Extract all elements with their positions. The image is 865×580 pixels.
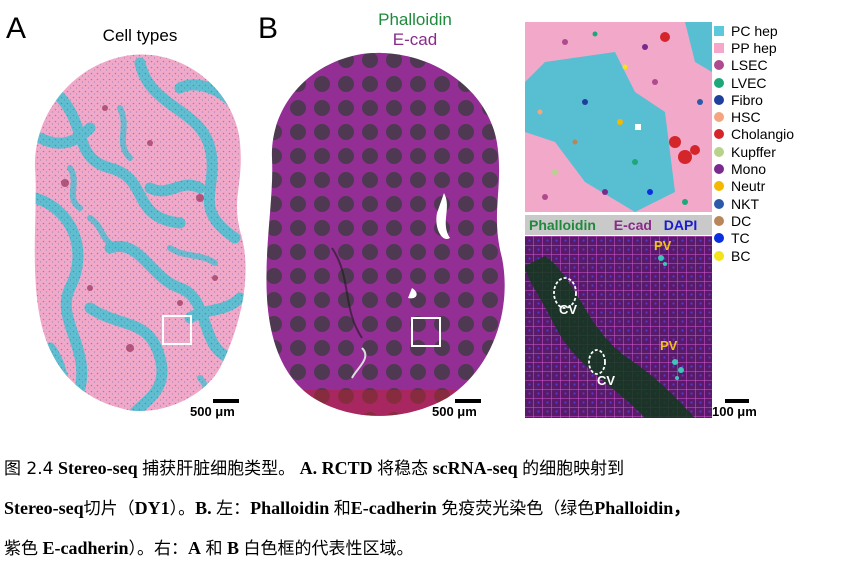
legend-swatch — [714, 146, 724, 157]
legend-label: NKT — [731, 195, 759, 212]
caption-text: 紫色 — [4, 539, 38, 559]
caption-text: scRNA-seq — [432, 458, 518, 478]
legend-swatch — [714, 60, 724, 71]
legend-item: NKT — [714, 195, 860, 212]
stain-label-dapi: DAPI — [663, 217, 698, 233]
panel-b-title-ecad: E-cad — [392, 30, 438, 49]
caption-text: 捕获肝脏细胞类型。 — [142, 459, 296, 479]
legend-item: Neutr — [714, 178, 860, 195]
legend-item: PP hep — [714, 39, 860, 56]
caption-text: B. — [195, 498, 212, 518]
caption-line-2: Stereo-seq切片（DY1）。B. 左：Phalloidin 和E-cad… — [4, 488, 861, 528]
legend-swatch — [714, 25, 724, 36]
caption-figure-number: 图 2.4 — [4, 459, 54, 479]
caption-line-3: 紫色 E-cadherin）。右：A 和 B 白色框的代表性区域。 — [4, 528, 861, 568]
legend-item: Fibro — [714, 91, 860, 108]
stain-label-bar: Phalloidin E-cad DAPI — [525, 215, 712, 235]
legend-swatch — [714, 164, 724, 175]
legend-item: TC — [714, 230, 860, 247]
legend-label: DC — [731, 212, 752, 229]
legend-swatch — [714, 181, 724, 192]
caption-text: ）。右： — [128, 539, 189, 559]
legend-item: Kupffer — [714, 143, 860, 160]
panel-a-letter: A — [6, 12, 27, 45]
right-scale-bar — [725, 399, 749, 403]
caption-text: B — [227, 538, 240, 558]
caption-text: Phalloidin — [250, 498, 330, 518]
panel-b-immunofluorescence — [266, 52, 505, 416]
caption-line-1: 图 2.4 Stereo-seq 捕获肝脏细胞类型。 A. RCTD 将稳态 s… — [4, 448, 861, 488]
caption-text: Stereo-seq — [4, 498, 84, 518]
panel-b-scale-bar — [455, 399, 481, 403]
caption-text: Stereo-seq — [57, 458, 138, 478]
panel-a-cell-type-map — [34, 54, 246, 412]
legend-item: HSC — [714, 108, 860, 125]
caption-text: DY1 — [134, 498, 170, 518]
legend-label: PP hep — [731, 39, 777, 56]
legend-swatch — [714, 215, 724, 226]
legend-item: LVEC — [714, 74, 860, 91]
zoomed-cell-type-map — [525, 22, 712, 212]
caption-text: Phalloidin， — [594, 498, 692, 518]
legend-label: Cholangio — [731, 126, 795, 143]
legend-swatch — [714, 42, 724, 53]
legend-label: BC — [731, 247, 751, 264]
panel-a-title: Cell types — [102, 26, 178, 45]
legend-label: PC hep — [731, 22, 778, 39]
legend-item: DC — [714, 212, 860, 229]
legend-item: Cholangio — [714, 126, 860, 143]
caption-text: 和 — [205, 539, 223, 559]
legend-label: LSEC — [731, 57, 768, 74]
caption-text: E-cadherin — [42, 538, 129, 558]
caption-text: A — [188, 538, 202, 558]
legend-label: LVEC — [731, 74, 767, 91]
legend-label: Mono — [731, 161, 767, 178]
pv-label-bottom: PV — [660, 338, 678, 353]
legend-label: HSC — [731, 109, 761, 126]
caption-text: 和 — [333, 499, 351, 519]
caption-text: 白色框的代表性区域。 — [243, 539, 414, 559]
figure-caption: 图 2.4 Stereo-seq 捕获肝脏细胞类型。 A. RCTD 将稳态 s… — [4, 448, 861, 568]
legend-label: Kupffer — [731, 143, 776, 160]
stain-label-ecad: E-cad — [613, 217, 652, 233]
caption-text: 的细胞映射到 — [522, 459, 625, 479]
caption-text: 将稳态 — [377, 459, 429, 479]
caption-text: 切片（ — [83, 499, 135, 519]
zoomed-immunofluorescence — [525, 236, 712, 418]
stain-label-phalloidin: Phalloidin — [529, 217, 596, 233]
legend-swatch — [714, 198, 724, 209]
legend-swatch — [714, 112, 724, 123]
caption-text: ）。 — [169, 499, 196, 519]
legend-swatch — [714, 77, 724, 88]
panel-b-letter: B — [258, 12, 279, 45]
caption-text: 免疫荧光染色（绿色 — [441, 499, 595, 519]
legend-item: PC hep — [714, 22, 860, 39]
legend-item: BC — [714, 247, 860, 264]
right-scale-label: 100 μm — [712, 404, 757, 419]
cv-label-bottom: CV — [597, 373, 616, 388]
panel-b-title-phalloidin: Phalloidin — [378, 10, 452, 29]
legend-item: LSEC — [714, 57, 860, 74]
cv-label-top: CV — [559, 302, 578, 317]
legend-swatch — [714, 250, 724, 261]
legend-label: TC — [731, 230, 750, 247]
legend-swatch — [714, 129, 724, 140]
caption-text: 左： — [216, 499, 251, 519]
legend-swatch — [714, 233, 724, 244]
legend-item: Mono — [714, 160, 860, 177]
legend-label: Neutr — [731, 178, 766, 195]
legend-swatch — [714, 94, 724, 105]
caption-text: A. RCTD — [299, 458, 373, 478]
legend-label: Fibro — [731, 91, 763, 108]
pv-label-top: PV — [654, 238, 672, 253]
panel-a-scale-bar — [213, 399, 239, 403]
cell-type-legend: PC hep PP hep LSEC LVEC Fibro HSC Cholangio Kup… — [714, 22, 860, 264]
panel-b-scale-label: 500 μm — [432, 404, 477, 419]
panel-a-scale-label: 500 μm — [190, 404, 235, 419]
caption-text: E-cadherin — [350, 498, 437, 518]
